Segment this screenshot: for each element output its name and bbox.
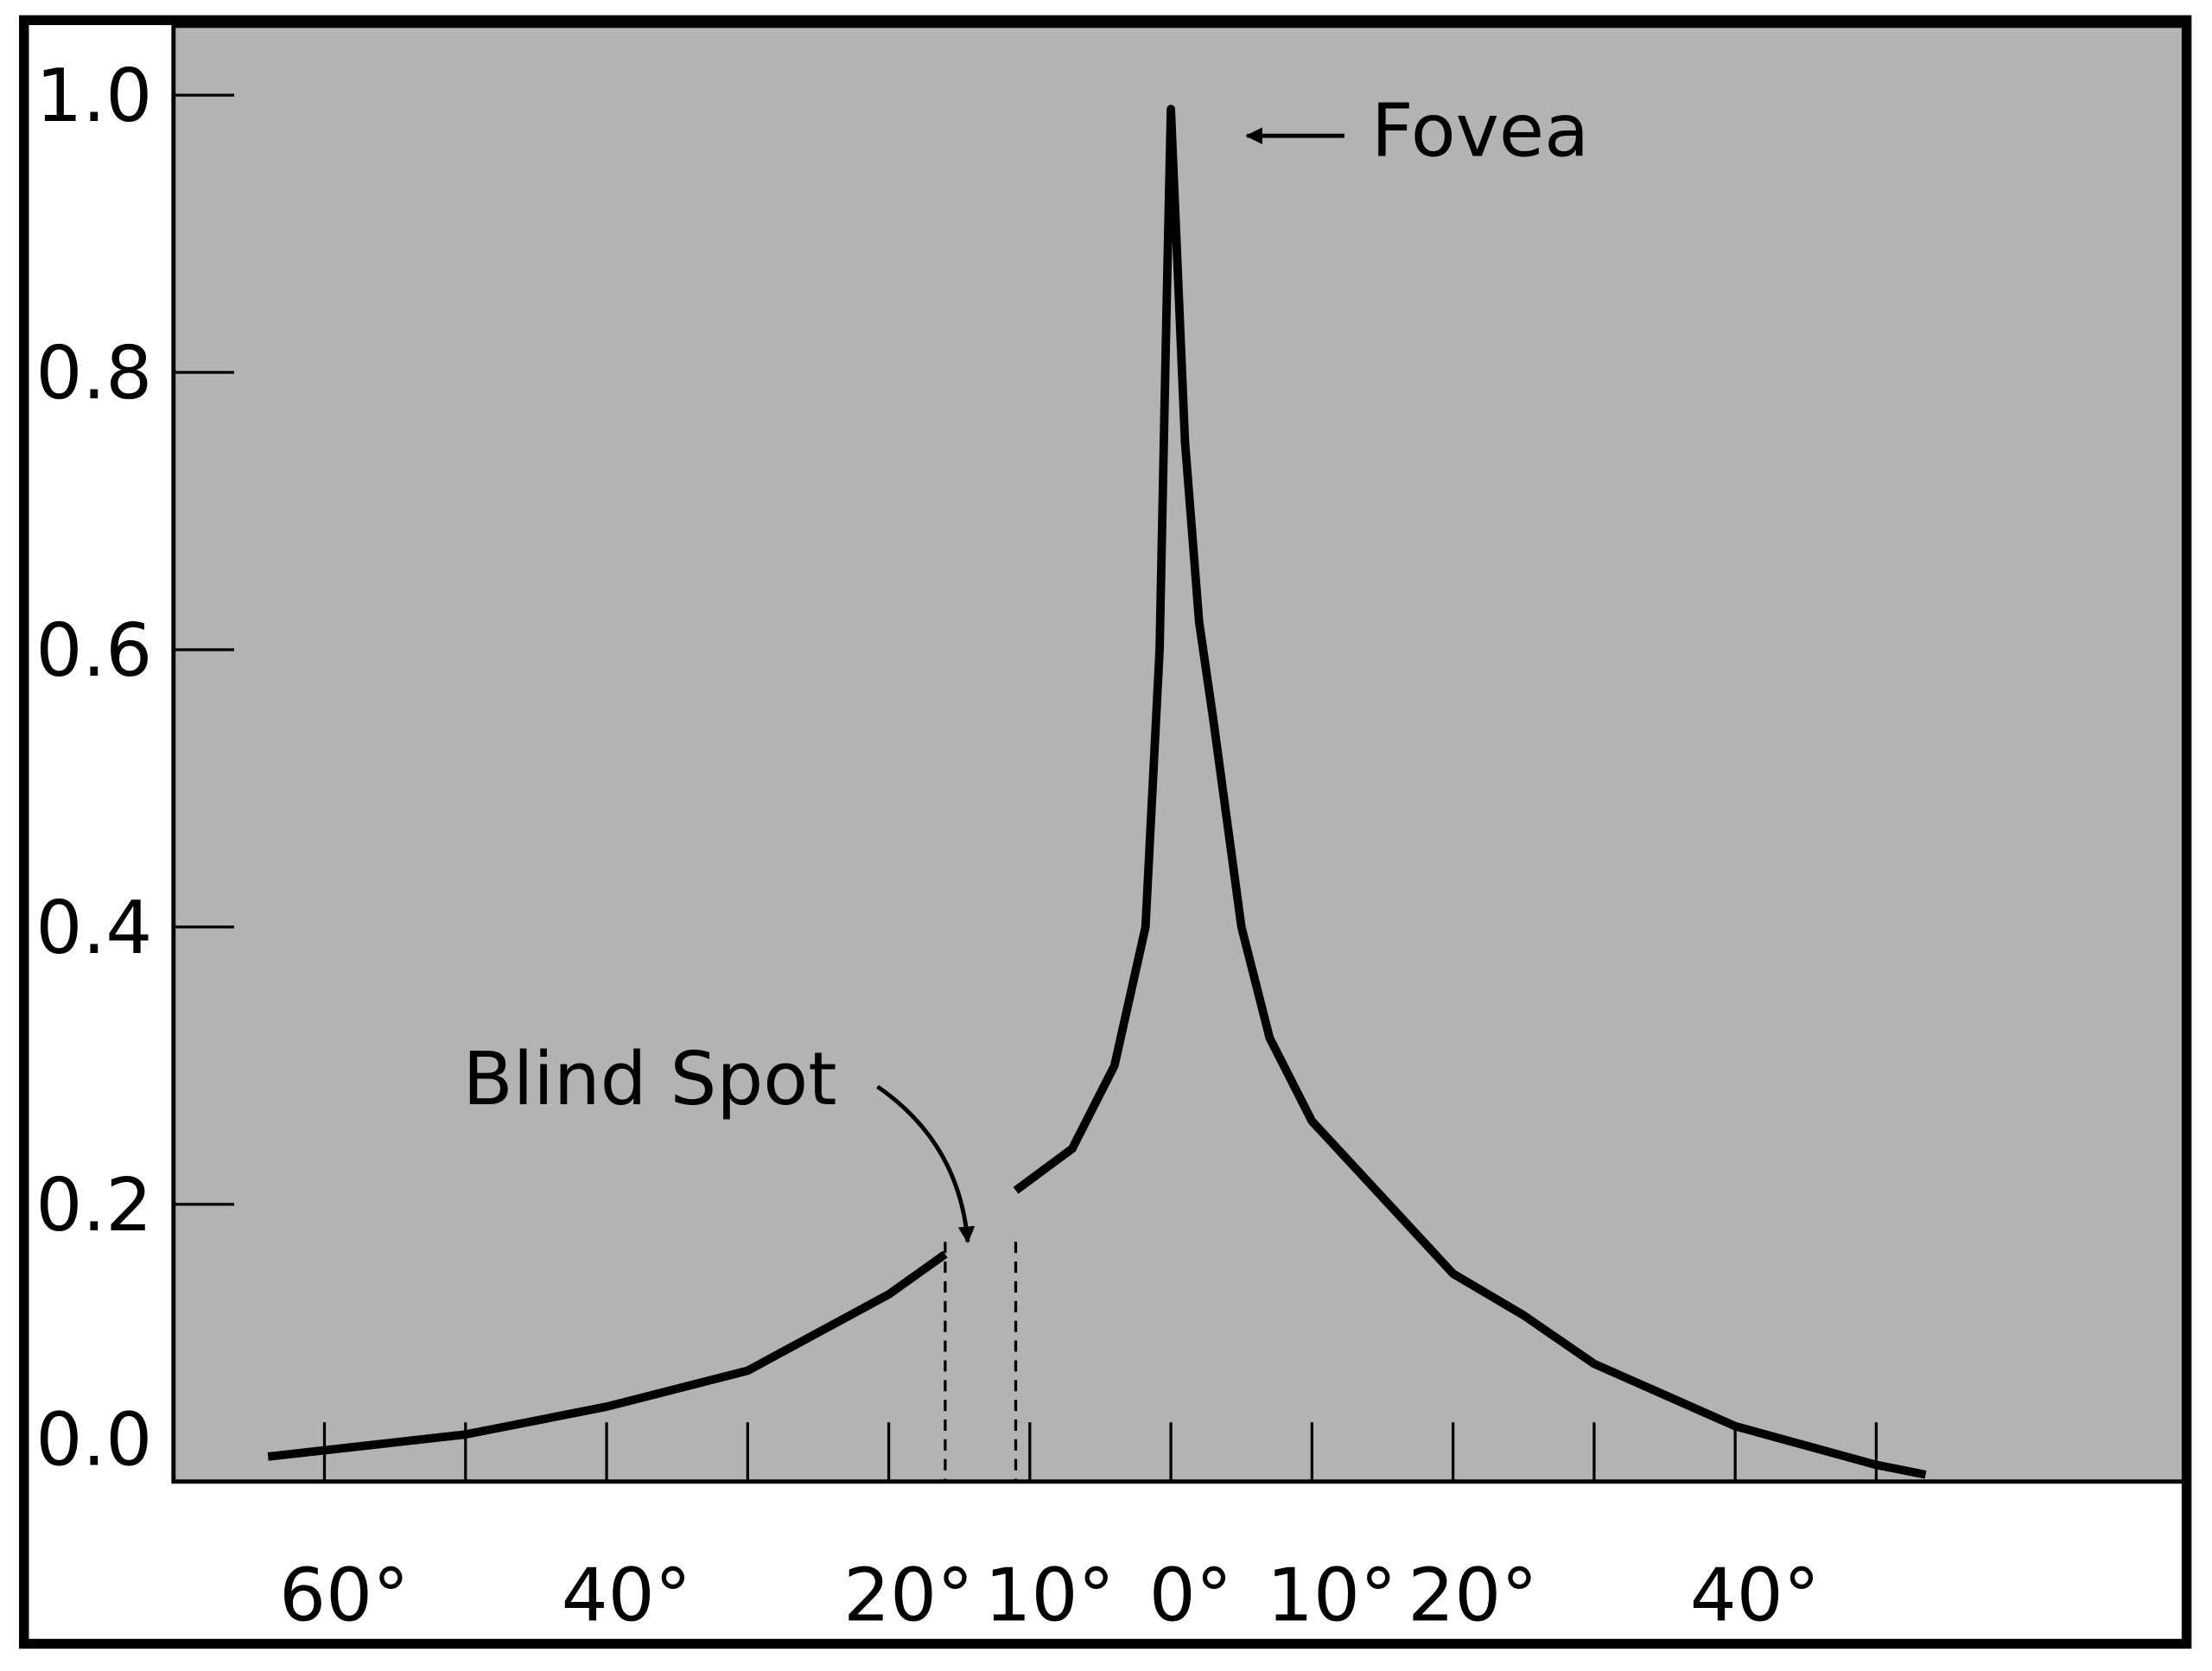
y-tick-label: 0.6 bbox=[35, 608, 152, 694]
blind-spot-arrow bbox=[876, 1084, 976, 1244]
y-tick-label: 0.8 bbox=[35, 331, 152, 416]
acuity-line bbox=[267, 105, 1927, 1479]
y-tick-label: 1.0 bbox=[35, 54, 152, 139]
x-tick-label: 0° bbox=[1149, 1553, 1232, 1638]
x-tick-label: 40° bbox=[1690, 1553, 1820, 1638]
x-tick-label: 20° bbox=[1408, 1553, 1537, 1638]
x-tick-label: 40° bbox=[562, 1553, 691, 1638]
y-tick-label: 0.4 bbox=[35, 886, 152, 971]
x-tick-label: 10° bbox=[984, 1553, 1114, 1638]
x-tick-label: 20° bbox=[843, 1553, 973, 1638]
x-tick-label: 60° bbox=[279, 1553, 409, 1638]
fovea-label: Fovea bbox=[1371, 89, 1589, 175]
y-tick-label: 0.2 bbox=[35, 1163, 152, 1248]
x-tick-label: 10° bbox=[1267, 1553, 1396, 1638]
y-tick-label: 0.0 bbox=[35, 1398, 152, 1484]
blind-spot-label: Blind Spot bbox=[463, 1037, 837, 1122]
